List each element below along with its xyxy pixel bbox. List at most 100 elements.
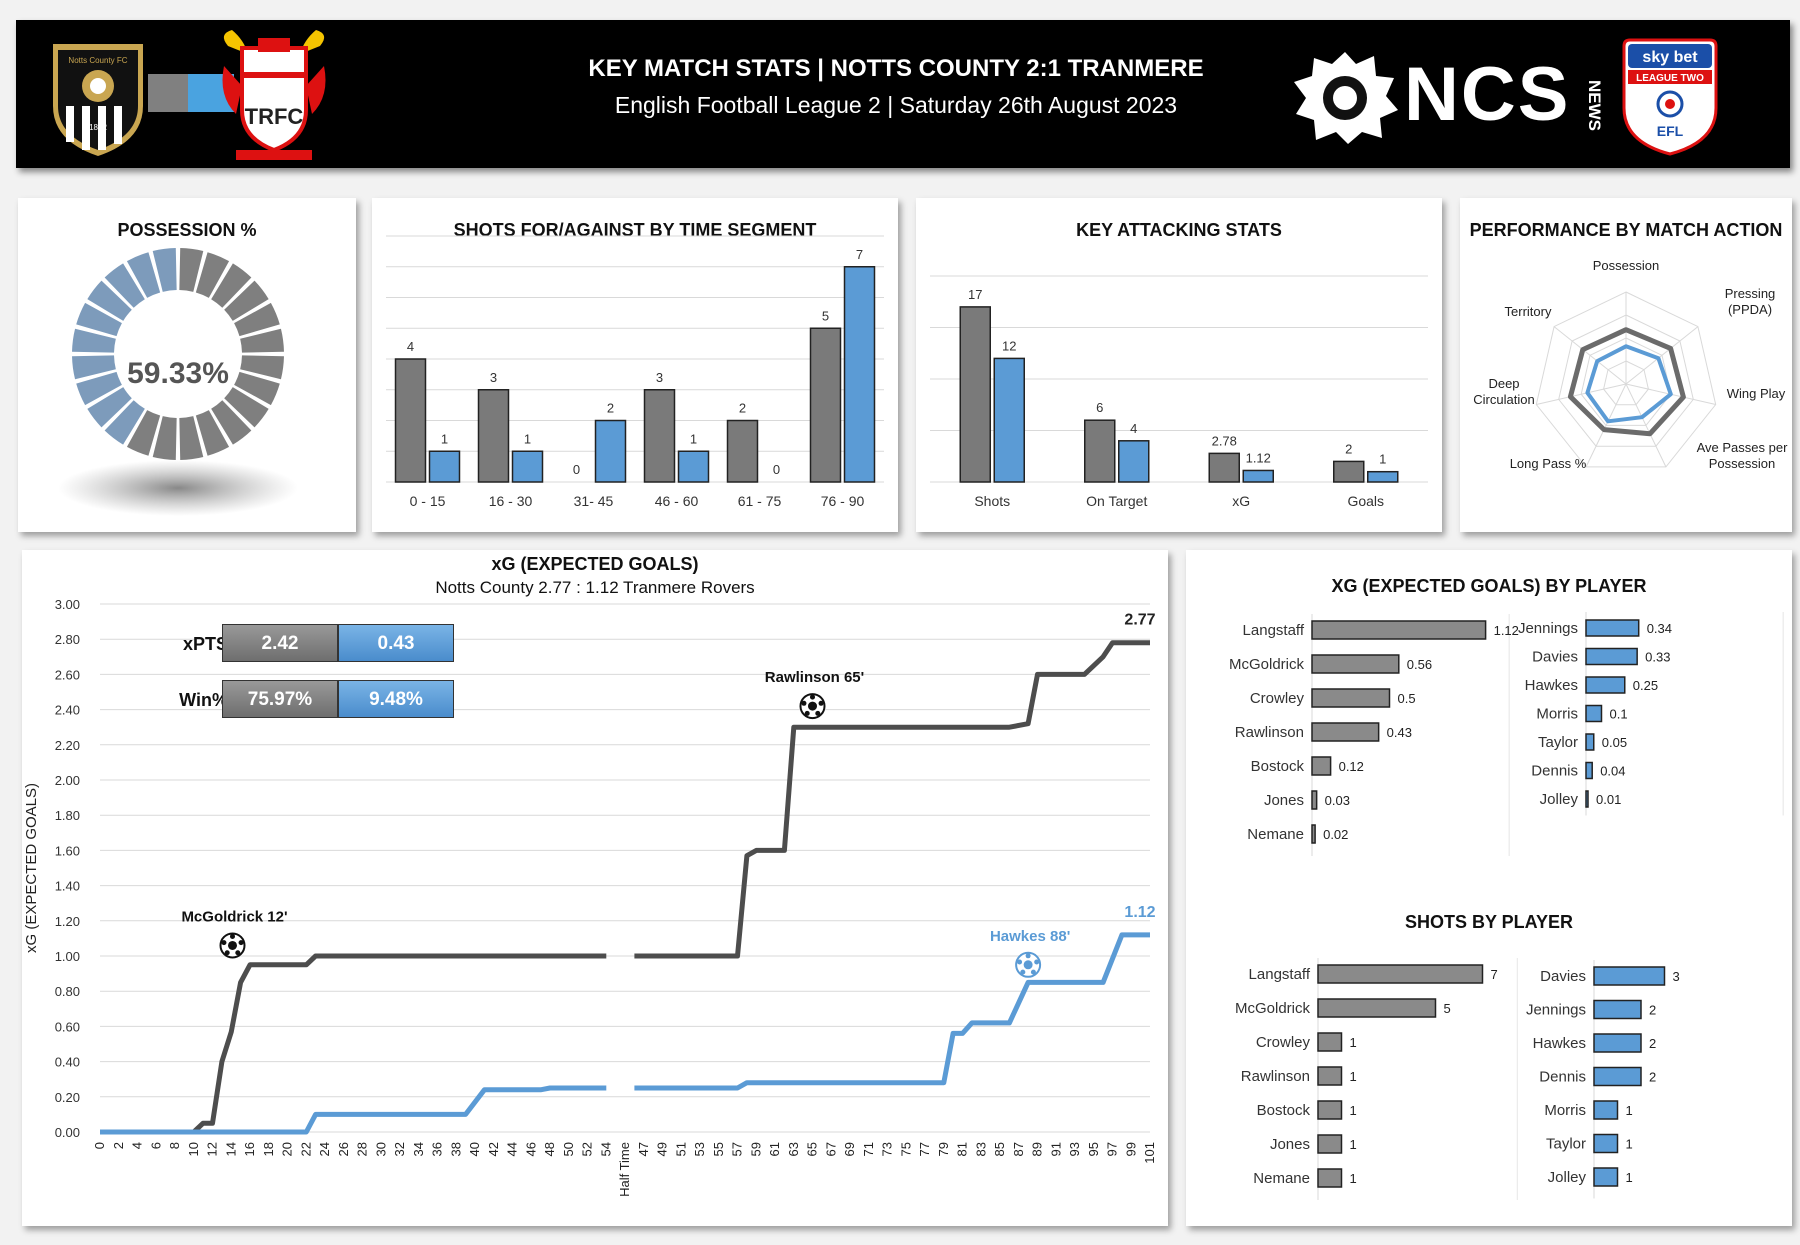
donut-away-segment: [104, 263, 145, 308]
radar-spoke: [1536, 383, 1627, 405]
category-label: Goals: [1347, 493, 1384, 509]
player-name: Nemane: [1253, 1170, 1310, 1187]
x-tick-label: 89: [1030, 1142, 1045, 1156]
radar-spoke: [1553, 326, 1627, 385]
y-tick-label: 2.80: [55, 632, 80, 647]
home-xg-line-second-half: [634, 640, 1150, 959]
x-tick-label: 71: [861, 1142, 876, 1156]
home-player-bar: [1317, 1066, 1343, 1086]
player-name: Hawkes: [1525, 677, 1578, 694]
data-label: 5: [822, 308, 829, 323]
category-label: 61 - 75: [738, 493, 782, 509]
away-bar: [843, 266, 876, 483]
donut-away-segment: [87, 387, 132, 428]
donut-away-segment: [72, 328, 116, 353]
radar-home-series: [1567, 327, 1686, 437]
data-label: 0: [573, 462, 580, 477]
data-label: 1: [1379, 452, 1386, 467]
home-bar: [809, 327, 842, 483]
away-player-bar: [1585, 676, 1626, 694]
data-label: 2: [1649, 1036, 1656, 1051]
player-name: Jennings: [1526, 1002, 1586, 1019]
home-player-bar: [1317, 998, 1437, 1018]
away-final-xg: 1.12: [1124, 904, 1155, 921]
player-name: Crowley: [1250, 690, 1305, 707]
panel-title: XG (EXPECTED GOALS) BY PLAYER: [1331, 576, 1647, 596]
category-label: 0 - 15: [410, 493, 446, 509]
x-tick-label: 18: [261, 1142, 276, 1156]
radar-axis-label: Territory: [1505, 304, 1552, 319]
x-tick-label: 28: [355, 1142, 370, 1156]
data-label: 0.33: [1645, 650, 1670, 665]
xpts-away: 0.43: [338, 624, 454, 662]
away-bar: [511, 450, 544, 483]
y-tick-label: 2.00: [55, 773, 80, 788]
data-label: 0.56: [1407, 657, 1432, 672]
player-name: Nemane: [1247, 826, 1304, 843]
xpts-label: xPTS:: [182, 634, 234, 654]
y-tick-label: 0.00: [55, 1125, 80, 1140]
data-label: 1: [1350, 1035, 1357, 1050]
data-label: 0.43: [1387, 725, 1412, 740]
data-label: 0.1: [1610, 707, 1628, 722]
player-name: Dennis: [1539, 1069, 1586, 1086]
x-tick-label: 97: [1105, 1142, 1120, 1156]
radar-chart: Possession Pressing (PPDA) Wing Play Ave Pas…: [1473, 258, 1788, 471]
radar-grid: [1558, 314, 1694, 447]
radar-axis-label: Possession: [1593, 258, 1659, 273]
away-bar: [1367, 470, 1399, 483]
donut-home-segment: [195, 252, 230, 298]
home-player-bar: [1311, 790, 1318, 810]
radar-spoke: [1585, 383, 1627, 468]
away-player-bar: [1593, 1100, 1619, 1120]
home-bar: [477, 389, 510, 483]
y-tick-label: 0.40: [55, 1055, 80, 1070]
x-tick-label: 73: [880, 1142, 895, 1156]
category-label: 31- 45: [574, 493, 614, 509]
panel-title: POSSESSION %: [117, 220, 257, 240]
donut-home-segment: [211, 263, 252, 308]
player-name: Crowley: [1256, 1034, 1311, 1051]
xg-timeline-panel: xG (EXPECTED GOALS) Notts County 2.77 : …: [22, 550, 1168, 1226]
away-player-bar: [1585, 733, 1595, 751]
x-tick-label: 55: [711, 1142, 726, 1156]
donut-home-segment: [179, 248, 204, 292]
data-label: 1: [524, 431, 531, 446]
category-label: xG: [1232, 493, 1250, 509]
y-tick-label: 1.60: [55, 843, 80, 858]
goal-label: McGoldrick 12': [181, 908, 287, 925]
x-tick-label: 24: [317, 1142, 332, 1156]
away-player-bar: [1585, 647, 1638, 666]
data-label: 2: [1345, 441, 1352, 456]
data-label: 1: [1350, 1137, 1357, 1152]
x-tick-label: 22: [298, 1142, 313, 1156]
x-tick-label: 77: [917, 1142, 932, 1156]
win-label: Win%:: [179, 690, 234, 710]
radar-axis-label: Wing Play: [1727, 386, 1786, 401]
player-name: McGoldrick: [1229, 656, 1305, 673]
radar-axis-label: Pressing (PPDA): [1725, 286, 1776, 317]
y-tick-label: 1.80: [55, 808, 80, 823]
data-label: 6: [1096, 400, 1103, 415]
home-player-bar: [1311, 688, 1391, 708]
player-name: Dennis: [1531, 763, 1578, 780]
category-label: 46 - 60: [655, 493, 699, 509]
x-tick-label: 49: [655, 1142, 670, 1156]
data-label: 1: [1350, 1103, 1357, 1118]
radar-grid: [1535, 291, 1717, 468]
x-tick-label: 12: [205, 1142, 220, 1156]
x-tick-label: 69: [842, 1142, 857, 1156]
data-label: 1: [441, 431, 448, 446]
data-label: 0.25: [1633, 678, 1658, 693]
category-label: On Target: [1086, 493, 1147, 509]
radar-axis-label: Ave Passes per Possession: [1697, 440, 1788, 471]
x-tick-label: 52: [580, 1142, 595, 1156]
radar-spoke: [1625, 326, 1699, 385]
data-label: 0.05: [1602, 735, 1627, 750]
x-tick-label: 47: [636, 1142, 651, 1156]
player-name: Davies: [1532, 649, 1578, 666]
football-icon: [799, 693, 826, 720]
radar-axis-label: Deep Circulation: [1473, 376, 1534, 407]
donut-home-segment: [240, 328, 284, 353]
data-label: 0.02: [1323, 827, 1348, 842]
